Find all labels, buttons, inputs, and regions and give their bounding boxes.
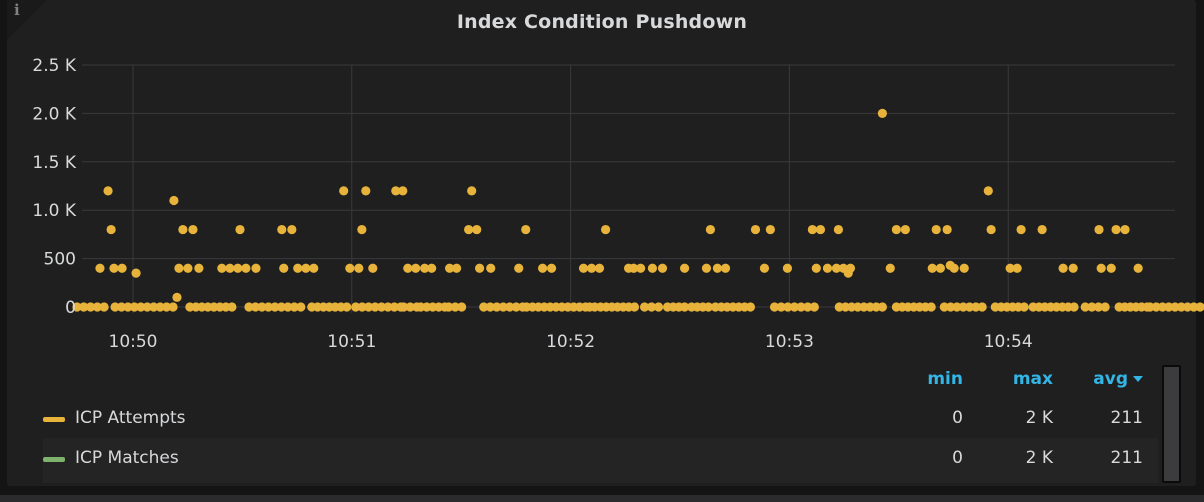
svg-text:10:50: 10:50 <box>109 332 158 352</box>
panel-info-corner[interactable] <box>7 0 47 40</box>
svg-text:10:51: 10:51 <box>327 332 376 352</box>
svg-text:2.5 K: 2.5 K <box>32 56 76 76</box>
sort-caret-icon <box>1133 376 1143 382</box>
series-label-icp-matches[interactable]: ICP Matches <box>75 448 179 468</box>
svg-text:0: 0 <box>65 298 76 318</box>
icp-attempts-max: 2 K <box>1025 408 1053 428</box>
legend-header: min max avg <box>0 369 1204 395</box>
legend-sort-avg-label: avg <box>1093 369 1128 389</box>
series-swatch-icp-attempts[interactable] <box>43 417 65 422</box>
legend-row-alt-background <box>43 438 1158 483</box>
icp-matches-avg: 211 <box>1110 448 1143 468</box>
series-swatch-icp-matches[interactable] <box>43 457 65 462</box>
legend-sort-min[interactable]: min <box>927 369 963 389</box>
icp-matches-min: 0 <box>952 448 963 468</box>
next-panel-edge <box>0 495 1204 502</box>
legend-sort-avg[interactable]: avg <box>1051 369 1143 389</box>
icp-attempts-avg: 211 <box>1110 408 1143 428</box>
legend-sort-max[interactable]: max <box>1012 369 1053 389</box>
legend-row-icp-attempts: ICP Attempts 0 2 K 211 <box>0 400 1204 440</box>
svg-text:2.0 K: 2.0 K <box>32 104 76 124</box>
info-icon[interactable]: i <box>14 1 20 19</box>
legend-row-icp-matches: ICP Matches 0 2 K 211 <box>0 440 1204 480</box>
svg-text:500: 500 <box>44 250 76 270</box>
icp-matches-max: 2 K <box>1025 448 1053 468</box>
svg-text:1.5 K: 1.5 K <box>32 153 76 173</box>
panel-background <box>7 0 1196 486</box>
panel-title[interactable]: Index Condition Pushdown <box>456 11 748 33</box>
svg-text:10:53: 10:53 <box>765 332 814 352</box>
legend-scrollbar[interactable] <box>1162 365 1181 483</box>
svg-text:1.0 K: 1.0 K <box>32 201 76 221</box>
svg-text:10:52: 10:52 <box>546 332 595 352</box>
scatter-chart[interactable]: 0 500 1.0 K 1.5 K 2.0 K 2.5 K 10:50 10:51 10:52 1… <box>0 0 1204 365</box>
icp-attempts-min: 0 <box>952 408 963 428</box>
series-label-icp-attempts[interactable]: ICP Attempts <box>75 408 186 428</box>
svg-text:10:54: 10:54 <box>984 332 1033 352</box>
